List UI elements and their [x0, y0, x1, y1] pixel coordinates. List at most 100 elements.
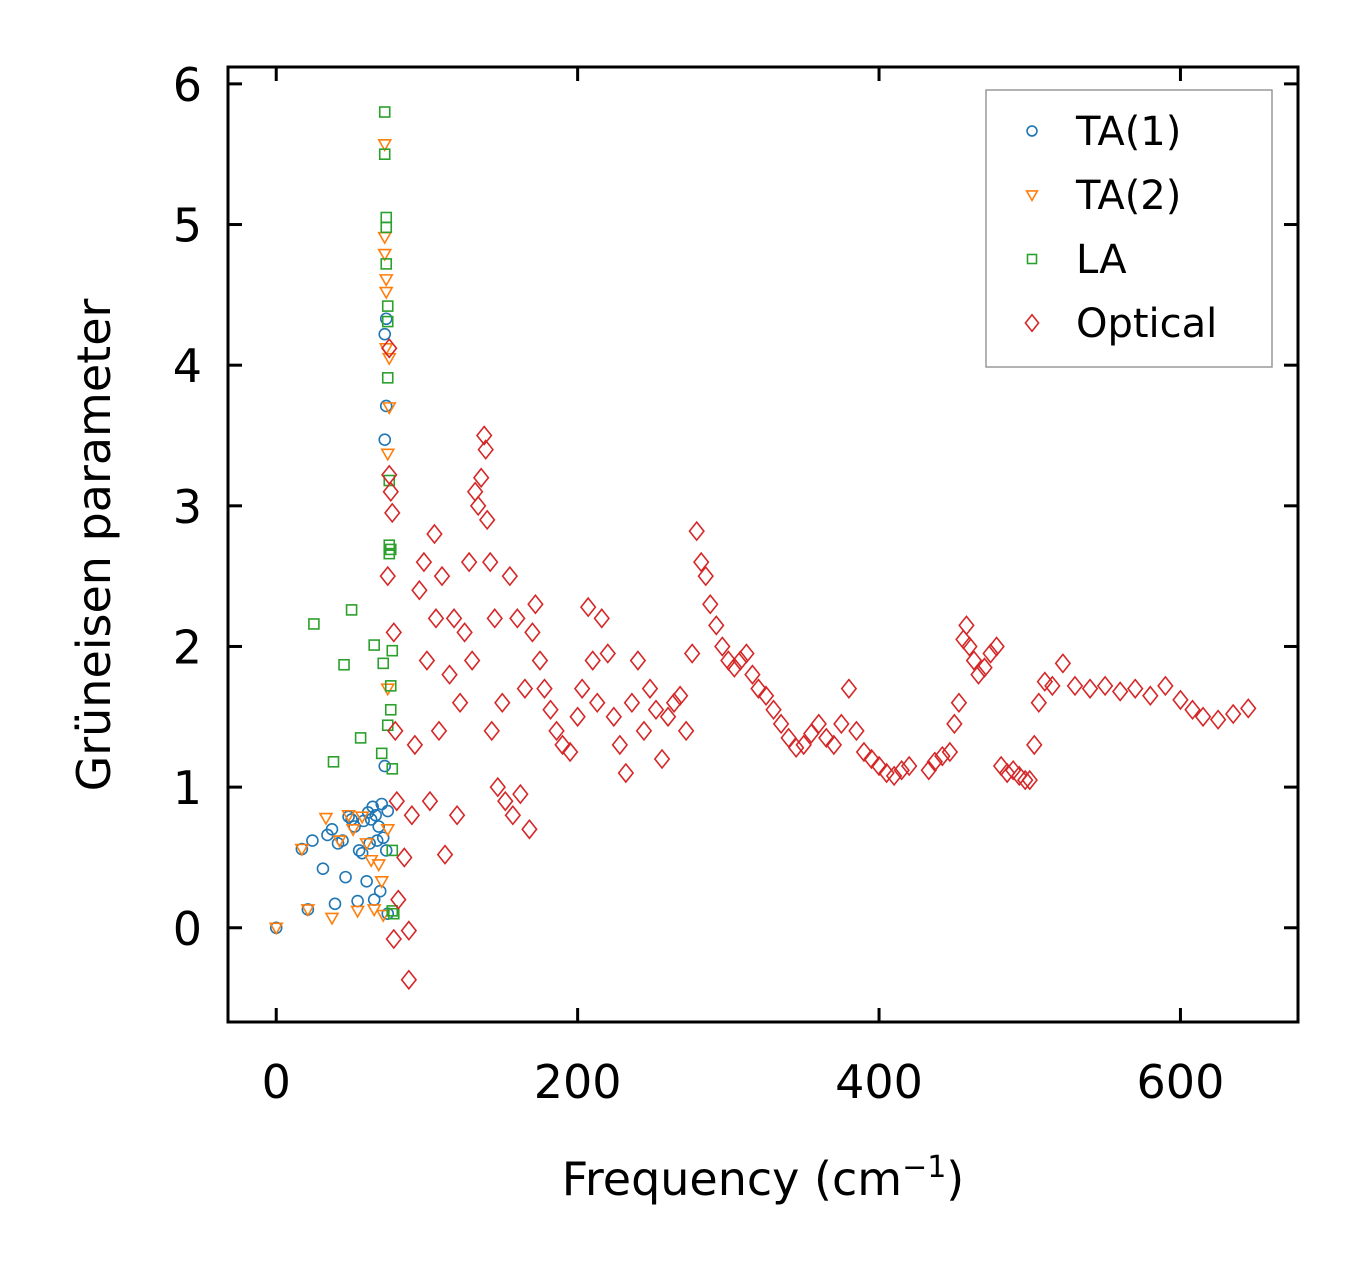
data-point [509, 608, 526, 629]
data-point [617, 762, 635, 784]
data-point [605, 706, 623, 728]
data-point [418, 650, 436, 671]
data-point [998, 762, 1016, 784]
data-point [840, 678, 858, 699]
data-point [268, 922, 284, 936]
data-point [611, 734, 629, 756]
data-point [970, 664, 987, 685]
data-point [379, 844, 393, 857]
data-point [377, 657, 390, 670]
legend-marker [1024, 313, 1040, 333]
data-point [965, 650, 983, 671]
data-point [469, 495, 487, 517]
data-point [355, 846, 369, 860]
data-point [665, 692, 683, 714]
data-point [385, 928, 402, 950]
data-point [726, 657, 743, 678]
series-optical [379, 338, 1257, 991]
data-point [294, 843, 310, 857]
data-point [385, 622, 402, 643]
data-point [1021, 769, 1038, 791]
data-point [445, 608, 463, 629]
data-point [332, 835, 347, 849]
data-point [384, 543, 397, 556]
data-point [1026, 734, 1043, 756]
data-points [268, 106, 1257, 991]
data-point [386, 763, 399, 775]
data-point [411, 579, 428, 601]
data-point [934, 745, 951, 767]
data-point [380, 824, 396, 837]
data-point [381, 315, 394, 328]
y-tick-label: 1 [173, 761, 202, 815]
data-point [1111, 681, 1129, 702]
data-point [1172, 689, 1189, 711]
data-point [345, 824, 361, 837]
data-point [653, 748, 671, 770]
data-point [486, 608, 503, 629]
data-point [641, 678, 659, 699]
data-point [336, 834, 349, 847]
plot-frame [226, 65, 1300, 1024]
series-ta-2 [268, 139, 397, 936]
data-point [1030, 692, 1048, 714]
y-tick-label: 6 [173, 58, 202, 112]
data-point [958, 615, 975, 636]
y-tick-label: 5 [173, 199, 202, 253]
data-point [885, 765, 903, 787]
data-point [384, 680, 397, 692]
data-point [475, 425, 493, 446]
data-point [950, 692, 968, 714]
data-point [380, 258, 393, 270]
data-point [376, 831, 390, 845]
data-point [477, 439, 494, 460]
data-point [381, 352, 397, 366]
data-point [379, 399, 393, 413]
axis-ticks: 0 200 400 600 0 1 2 3 4 5 6 [173, 58, 1298, 1109]
data-point [1224, 703, 1242, 725]
data-point [516, 678, 534, 699]
data-point [976, 657, 993, 678]
x-tick-label: 600 [1137, 1055, 1225, 1109]
data-point [757, 685, 775, 706]
data-point [378, 106, 391, 118]
data-point [352, 844, 366, 857]
data-point [635, 720, 653, 742]
data-point [920, 759, 937, 781]
data-point [1017, 769, 1034, 791]
data-point [448, 804, 466, 826]
data-point [375, 747, 388, 760]
data-point [787, 737, 805, 759]
data-point [381, 300, 394, 312]
data-point [697, 565, 714, 587]
data-point [1157, 675, 1174, 697]
data-point [338, 658, 350, 671]
data-point [388, 790, 406, 812]
data-point [354, 811, 370, 825]
data-point [714, 636, 731, 657]
data-point [810, 713, 827, 735]
data-point [441, 664, 458, 685]
data-point [377, 248, 393, 262]
data-point [536, 678, 553, 699]
data-point [1036, 671, 1054, 692]
data-point [381, 338, 398, 359]
data-point [848, 720, 865, 742]
data-point [623, 692, 641, 714]
data-point [400, 969, 418, 991]
data-point [403, 804, 421, 826]
data-point [375, 909, 391, 923]
data-point [327, 756, 340, 768]
data-point [554, 734, 571, 756]
data-point [396, 847, 413, 868]
data-point [489, 776, 506, 798]
data-point [1127, 678, 1144, 699]
data-point [524, 622, 541, 643]
data-point [946, 713, 963, 735]
data-point [521, 819, 538, 840]
data-point [380, 448, 396, 462]
data-point [1054, 653, 1072, 674]
data-point [531, 650, 549, 671]
data-point [988, 636, 1005, 657]
